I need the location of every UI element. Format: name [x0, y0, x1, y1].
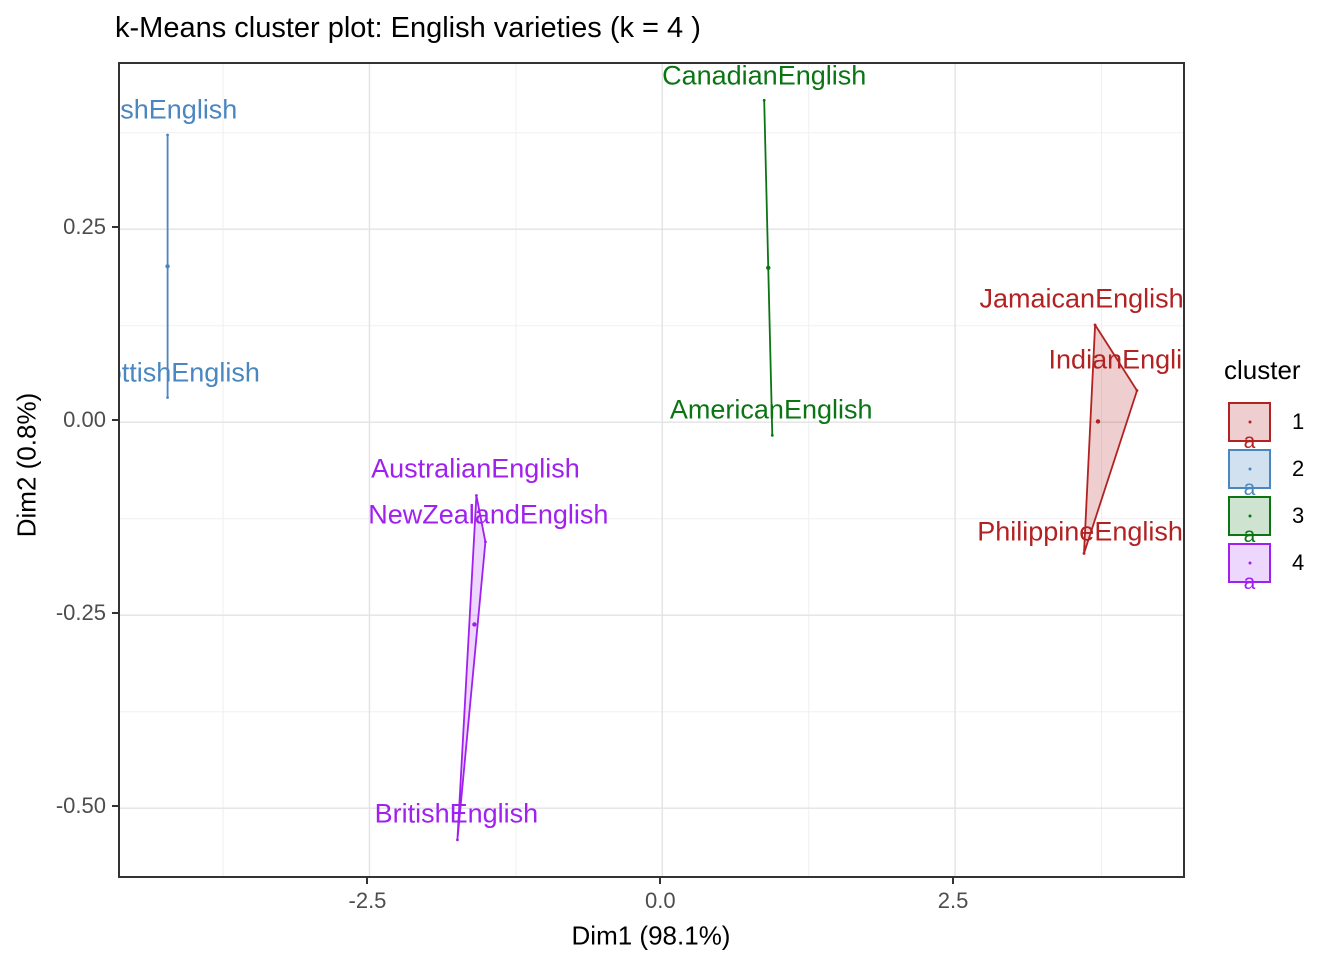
variety-label-PhilippineEnglish: PhilippineEnglish — [977, 516, 1183, 547]
data-point — [770, 433, 774, 437]
data-point — [456, 838, 459, 842]
variety-label-BritishEnglish: BritishEnglish — [374, 798, 539, 829]
plot-panel: JamaicanEnglish IndianEnglish PhilippineEn… — [118, 62, 1185, 878]
legend-key-swatch: a — [1228, 449, 1271, 499]
legend-key-point-icon — [1248, 514, 1251, 518]
legend-key-point-icon — [1248, 420, 1251, 424]
x-tick-mark — [659, 878, 662, 884]
y-tick-mark — [112, 612, 118, 615]
y-tick-mark — [112, 419, 118, 422]
variety-label-AmericanEnglish: AmericanEnglish — [669, 394, 873, 425]
plot-canvas — [120, 64, 1183, 876]
legend-key-text-glyph: a — [1243, 430, 1256, 453]
legend-label: 3 — [1292, 503, 1305, 528]
legend-key-text-glyph: a — [1243, 571, 1256, 594]
legend-key-point-icon — [1248, 467, 1251, 471]
variety-label-IndianEnglish: IndianEnglish — [1048, 344, 1183, 375]
x-tick-label: -2.5 — [348, 888, 387, 913]
cluster-hull-4 — [456, 494, 487, 841]
data-point — [1135, 389, 1139, 392]
cluster-hull-1 — [1083, 323, 1138, 555]
data-point — [166, 396, 169, 399]
cluster-centroid-4 — [472, 622, 477, 627]
variety-label-ScottishEnglish: ScottishEnglish — [120, 357, 260, 388]
y-tick-label: -0.50 — [55, 793, 106, 819]
variety-label-NewZealandEnglish: NewZealandEnglish — [368, 499, 609, 530]
y-tick-label: 0.00 — [63, 407, 106, 433]
legend-key-text-glyph: a — [1243, 477, 1256, 500]
legend-key-text-glyph: a — [1243, 524, 1256, 547]
x-axis-title: Dim1 (98.1%) — [571, 920, 731, 951]
legend-key-swatch: a — [1228, 543, 1271, 593]
y-axis-title: Dim2 (0.8%) — [11, 392, 42, 538]
legend-key-point-icon — [1248, 561, 1251, 565]
legend-title: cluster — [1224, 355, 1301, 385]
y-tick-label: 0.25 — [63, 214, 106, 240]
y-tick-mark — [112, 805, 118, 808]
data-point — [1082, 552, 1086, 555]
y-tick-mark — [112, 226, 118, 229]
x-tick-mark — [366, 878, 369, 884]
data-point — [762, 98, 766, 102]
x-tick-label: 2.5 — [937, 888, 969, 913]
legend-key-swatch: a — [1228, 402, 1271, 452]
variety-label-JamaicanEnglish: JamaicanEnglish — [979, 283, 1184, 314]
plot-title: k-Means cluster plot: English varieties … — [115, 12, 701, 44]
variety-label-AustralianEnglish: AustralianEnglish — [371, 453, 580, 484]
legend-key-swatch: a — [1228, 496, 1271, 546]
x-tick-mark — [952, 878, 955, 884]
cluster-centroid-2 — [165, 264, 170, 269]
variety-label-CanadianEnglish: CanadianEnglish — [662, 62, 867, 91]
legend-label: 2 — [1292, 456, 1305, 481]
legend-label: 1 — [1292, 409, 1305, 434]
variety-label-IrishEnglish: IrishEnglish — [120, 94, 238, 125]
legend-label: 4 — [1292, 550, 1305, 575]
x-tick-label: 0.0 — [644, 888, 676, 913]
cluster-centroid-1 — [1095, 419, 1101, 424]
data-point — [484, 540, 487, 544]
y-tick-label: -0.25 — [55, 600, 106, 626]
data-point — [166, 133, 169, 137]
data-point — [1093, 323, 1097, 327]
data-point — [475, 494, 478, 497]
cluster-centroid-3 — [766, 265, 771, 271]
